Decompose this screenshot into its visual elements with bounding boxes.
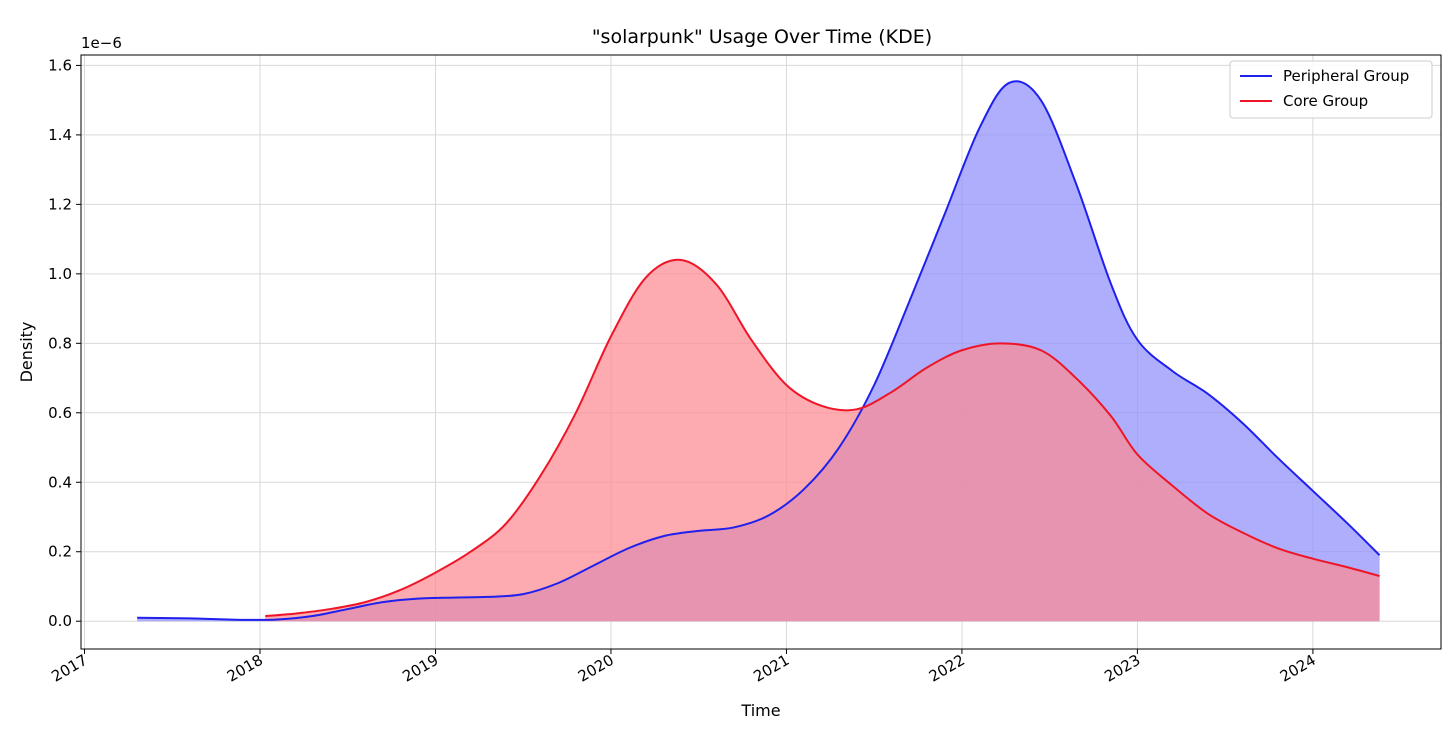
y-tick-label-6: 1.2 xyxy=(48,195,72,213)
legend-label-core: Core Group xyxy=(1283,92,1368,110)
x-tick-label-4: 2021 xyxy=(750,651,792,686)
y-tick-label-2: 0.4 xyxy=(48,473,72,491)
x-tick-label-1: 2018 xyxy=(224,651,266,686)
x-tick-label-5: 2022 xyxy=(926,651,968,686)
y-tick-label-1: 0.2 xyxy=(48,543,72,561)
y-axis-ticks: 0.0 0.2 0.4 0.6 0.8 1.0 1.2 1.4 1.6 xyxy=(48,56,81,630)
x-tick-label-6: 2023 xyxy=(1101,651,1143,686)
series-line-peripheral xyxy=(137,80,1381,621)
series-fills xyxy=(137,81,1380,622)
y-tick-label-7: 1.4 xyxy=(48,126,72,144)
y-tick-label-4: 0.8 xyxy=(48,334,72,352)
plot-frame xyxy=(80,54,1442,650)
legend: Peripheral Group Core Group xyxy=(1229,60,1433,119)
area-fill-core xyxy=(265,259,1380,622)
y-tick-label-3: 0.6 xyxy=(48,404,72,422)
x-tick-label-7: 2024 xyxy=(1277,651,1319,686)
chart-title: "solarpunk" Usage Over Time (KDE) xyxy=(592,26,932,48)
x-axis-label: Time xyxy=(740,701,780,720)
y-tick-label-5: 1.0 xyxy=(48,265,72,283)
x-tick-label-2: 2019 xyxy=(399,651,441,686)
x-tick-label-3: 2020 xyxy=(575,651,617,686)
y-axis-label: Density xyxy=(17,322,36,383)
legend-label-peripheral: Peripheral Group xyxy=(1283,67,1409,85)
x-tick-label-0: 2017 xyxy=(48,651,90,686)
y-tick-label-8: 1.6 xyxy=(48,56,72,74)
x-axis-ticks: 2017 2018 2019 2020 2021 2022 2023 2024 xyxy=(48,649,1319,686)
series-lines xyxy=(137,80,1381,621)
series-line-core xyxy=(265,258,1380,617)
y-offset-label: 1e−6 xyxy=(81,34,122,52)
legend-box xyxy=(1229,60,1433,119)
y-tick-label-0: 0.0 xyxy=(48,612,72,630)
